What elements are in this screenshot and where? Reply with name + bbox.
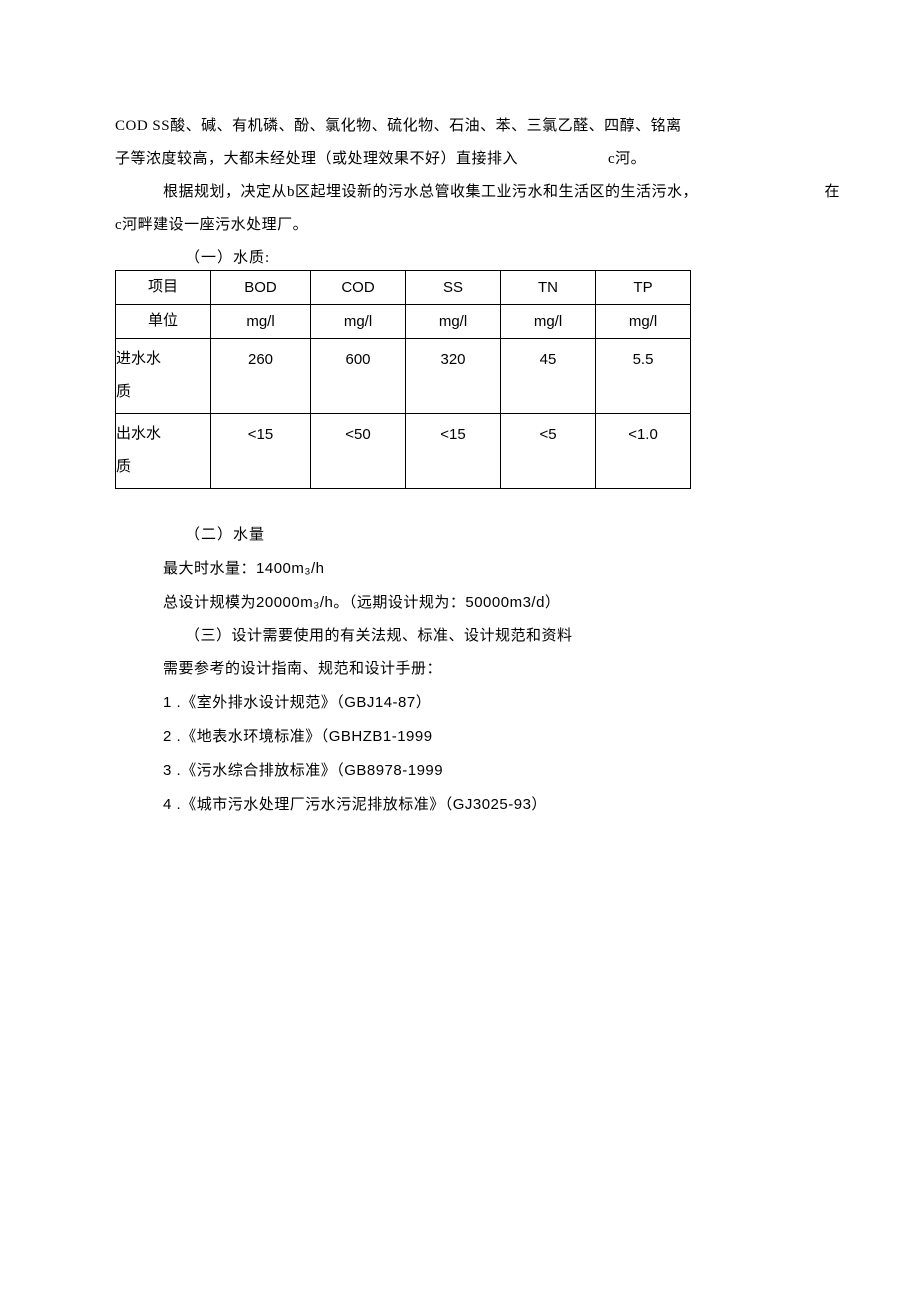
standard-code: GBHZB1-1999 [329, 728, 433, 745]
cell: TN [501, 271, 596, 305]
reference-item: 2 .《地表水环境标准》（GBHZB1-1999 [163, 720, 850, 754]
cell: COD [311, 271, 406, 305]
text: 《室外排水设计规范》（ [181, 695, 344, 711]
references-list: 1 .《室外排水设计规范》（GBJ14-87）2 .《地表水环境标准》（GBHZ… [115, 686, 850, 822]
cell: <50 [311, 414, 406, 489]
text: 子等浓度较高，大都未经处理（或处理效果不好）直接排入 [115, 143, 518, 176]
paragraph-line-3: 根据规划，决定从b区起埋设新的污水总管收集工业污水和生活区的生活污水， 在 [163, 176, 850, 209]
paragraph-line-1: COD SS酸、碱、有机磷、酚、氯化物、硫化物、石油、苯、三氯乙醛、四醇、铭离 [115, 110, 850, 143]
references-intro: 需要参考的设计指南、规范和设计手册： [163, 653, 850, 686]
text: 《城市污水处理厂污水污泥排放标准》（ [181, 797, 453, 813]
row-header: 单位 [116, 305, 211, 339]
cell: <15 [211, 414, 311, 489]
volume-line-2: 总设计规模为20000m₃/h。（远期设计规为：50000m3/d） [163, 586, 850, 620]
cell: mg/l [311, 305, 406, 339]
standard-code: GB8978-1999 [344, 762, 443, 779]
text: 《地表水环境标准》（ [181, 729, 329, 745]
volume-line-1: 最大时水量：1400m₃/h [163, 552, 850, 586]
list-number: 1 . [163, 694, 181, 711]
cell: <5 [501, 414, 596, 489]
cell: 600 [311, 339, 406, 414]
reference-item: 4 .《城市污水处理厂污水污泥排放标准》（GJ3025-93） [163, 788, 850, 822]
reference-item: 3 .《污水综合排放标准》（GB8978-1999 [163, 754, 850, 788]
text: ） [545, 595, 561, 611]
cell: 260 [211, 339, 311, 414]
standard-code: GJ3025-93 [453, 796, 532, 813]
list-number: 2 . [163, 728, 181, 745]
list-number: 4 . [163, 796, 181, 813]
cell: TP [596, 271, 691, 305]
cell: mg/l [406, 305, 501, 339]
water-quality-table: 项目BODCODSSTNTP单位mg/lmg/lmg/lmg/lmg/l进水水质… [115, 270, 691, 489]
cell: <15 [406, 414, 501, 489]
paragraph-line-2: 子等浓度较高，大都未经处理（或处理效果不好）直接排入 c河。 [115, 143, 850, 176]
cell: 320 [406, 339, 501, 414]
standard-code: GBJ14-87 [344, 694, 416, 711]
text: 总设计规模为 [163, 595, 256, 611]
text: 。（远期设计规为： [333, 595, 465, 611]
section-2-title: （二）水量 [185, 519, 850, 552]
cell: mg/l [501, 305, 596, 339]
text: c河畔建设一座污水处理厂。 [115, 217, 308, 233]
text: 根据规划，决定从b区起埋设新的污水总管收集工业污水和生活区的生活污水， [163, 176, 698, 209]
text: COD SS酸、碱、有机磷、酚、氯化物、硫化物、石油、苯、三氯乙醛、四醇、铭离 [115, 118, 682, 134]
paragraph-line-4: c河畔建设一座污水处理厂。 [115, 209, 850, 242]
cell: mg/l [596, 305, 691, 339]
cell: SS [406, 271, 501, 305]
reference-item: 1 .《室外排水设计规范》（GBJ14-87） [163, 686, 850, 720]
text: 在 [824, 176, 850, 209]
text: 《污水综合排放标准》（ [181, 763, 344, 779]
value: 1400m₃/h [256, 560, 324, 577]
text: ） [531, 797, 547, 813]
cell: <1.0 [596, 414, 691, 489]
text: 最大时水量： [163, 561, 256, 577]
text: ） [416, 695, 432, 711]
value: 20000m₃/h [256, 594, 333, 611]
cell: 5.5 [596, 339, 691, 414]
cell: BOD [211, 271, 311, 305]
section-3-title: （三）设计需要使用的有关法规、标准、设计规范和资料 [185, 620, 850, 653]
row-header: 出水水质 [116, 414, 211, 489]
row-header: 项目 [116, 271, 211, 305]
text: c河。 [608, 143, 646, 176]
list-number: 3 . [163, 762, 181, 779]
cell: mg/l [211, 305, 311, 339]
cell: 45 [501, 339, 596, 414]
value: 50000m3/d [465, 594, 545, 611]
row-header: 进水水质 [116, 339, 211, 414]
